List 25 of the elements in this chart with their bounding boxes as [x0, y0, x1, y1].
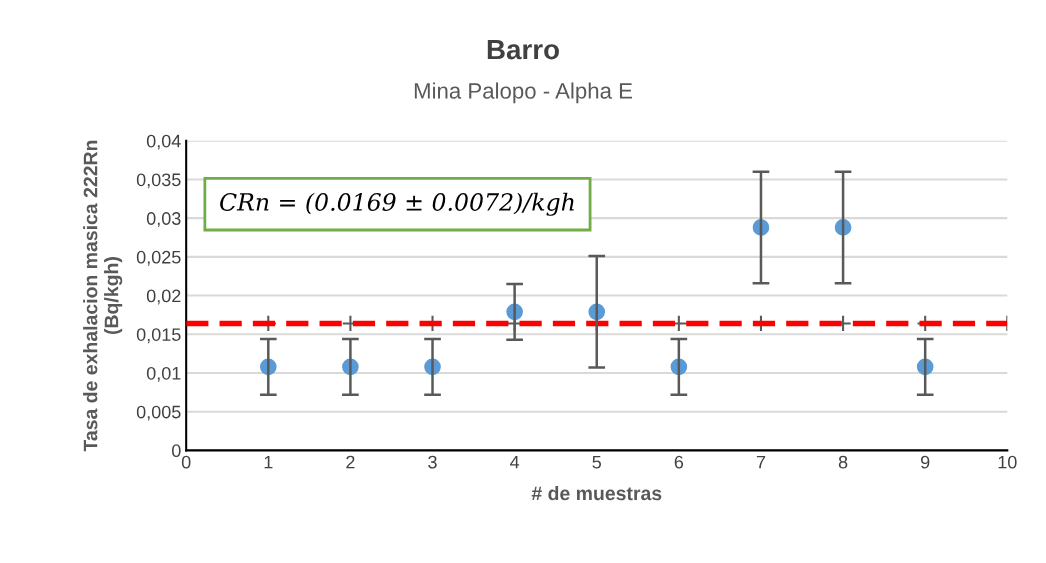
- y-tick-label: 0: [171, 444, 181, 458]
- y-tick-label: 0,03: [146, 212, 181, 228]
- annotation: CRn = (0.0169 ± 0.0072)/kgh: [220, 192, 574, 216]
- x-tick-label: 1: [264, 455, 273, 469]
- x-tick-label: 9: [921, 455, 930, 469]
- x-tick-label: 8: [838, 455, 848, 469]
- y-tick-label: 0,025: [136, 250, 181, 266]
- y-tick-label: 0,015: [136, 328, 181, 344]
- x-tick-label: 6: [674, 455, 684, 469]
- x-tick-label: 3: [428, 455, 437, 469]
- y-tick-label: 0,035: [136, 173, 181, 189]
- y-tick-label: 0,01: [146, 366, 181, 382]
- chart-subtitle: Mina Palopo - Alpha E: [414, 82, 632, 104]
- x-axis-title: # de muestras: [531, 485, 662, 501]
- x-tick-label: 0: [181, 455, 191, 469]
- y-axis-title: Tasa de exhalacion masica 222Rn (Bq/kgh): [83, 140, 123, 452]
- x-tick-label: 4: [510, 455, 520, 469]
- x-tick-label: 7: [756, 455, 766, 469]
- y-tick-label: 0,04: [146, 134, 181, 150]
- y-tick-label: 0,005: [136, 405, 181, 421]
- y-tick-label: 0,02: [146, 289, 181, 305]
- x-tick-label: 5: [592, 455, 602, 469]
- chart-title: Barro: [487, 40, 559, 60]
- x-tick-label: 2: [346, 455, 355, 469]
- x-tick-label: 10: [998, 455, 1017, 469]
